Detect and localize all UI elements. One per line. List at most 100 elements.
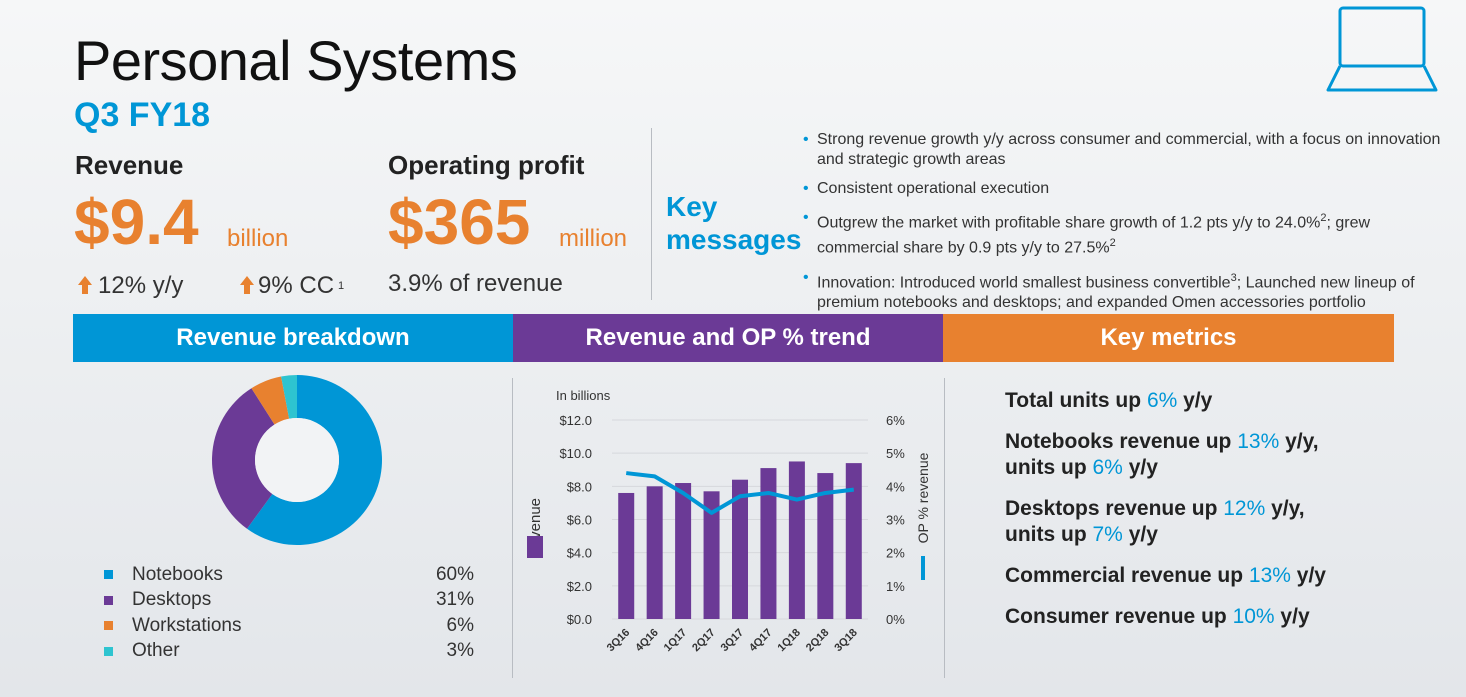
y-right-tick-label: 5% xyxy=(886,446,905,461)
bar-revenue-4Q16 xyxy=(646,486,663,619)
op-label: Operating profit xyxy=(388,150,585,180)
metric-value: 10% xyxy=(1232,605,1275,628)
x-tick-label: 4Q17 xyxy=(747,627,775,655)
legend-swatch-revenue xyxy=(527,536,543,558)
legend-swatch xyxy=(104,646,113,656)
revenue-yoy-text: 12% y/y xyxy=(98,272,184,299)
list-item: Strong revenue growth y/y across consume… xyxy=(803,130,1448,170)
legend-swatch xyxy=(104,595,113,605)
metric-text: y/y, xyxy=(1265,497,1305,520)
legend-item: Other 3% xyxy=(104,639,474,665)
key-metric-line: Commercial revenue up 13% y/y xyxy=(1005,563,1435,589)
key-metric-item: Desktops revenue up 12% y/y, units up 7% … xyxy=(1005,496,1435,548)
x-tick-label: 3Q18 xyxy=(832,627,860,655)
up-arrow-icon xyxy=(78,276,92,296)
y-left-tick-label: $6.0 xyxy=(567,513,592,528)
metric-text: y/y xyxy=(1122,523,1158,546)
revenue-value: $9.4 xyxy=(74,186,199,258)
y-left-tick-label: $2.0 xyxy=(567,579,592,594)
bullet-text: Strong revenue growth y/y across consume… xyxy=(817,131,1441,168)
bullet-text: Consistent operational execution xyxy=(817,180,1050,197)
y-left-tick-label: $10.0 xyxy=(559,446,592,461)
y-right-tick-label: 2% xyxy=(886,546,905,561)
metric-text: y/y xyxy=(1274,605,1310,628)
metric-text: Commercial revenue up xyxy=(1005,564,1249,587)
bar-revenue-3Q16 xyxy=(618,492,635,619)
legend-item: Desktops 31% xyxy=(104,588,474,614)
revenue-op-trend-chart: In billions $0.0 $2.0 $4.0 $6.0 $8.0 $10.0 $12.… xyxy=(527,388,931,655)
list-item: Innovation: Introduced world smallest bu… xyxy=(803,268,1448,313)
x-tick-label: 1Q18 xyxy=(775,627,803,655)
y-right-tick-label: 6% xyxy=(886,413,905,428)
list-item: Consistent operational execution xyxy=(803,179,1448,199)
metric-text: y/y xyxy=(1290,564,1326,587)
key-metric-item: Total units up 6% y/y xyxy=(1005,388,1435,414)
page-subtitle: Q3 FY18 xyxy=(74,96,211,134)
legend-value: 3% xyxy=(446,640,474,662)
key-messages-list: Strong revenue growth y/y across consume… xyxy=(803,130,1448,322)
chart-units-note: In billions xyxy=(556,388,611,403)
laptop-icon xyxy=(1326,6,1438,92)
legend-label: Desktops xyxy=(132,589,212,611)
metric-value: 6% xyxy=(1092,456,1123,479)
x-tick-label: 3Q16 xyxy=(605,627,633,655)
x-tick-label: 3Q17 xyxy=(719,627,747,655)
footnote-marker: 2 xyxy=(1109,237,1116,250)
y-left-tick-label: $8.0 xyxy=(567,479,592,494)
bar-revenue-2Q17 xyxy=(703,491,720,619)
bullet-text: Outgrew the market with profitable share… xyxy=(817,214,1321,232)
footnote-marker: 3 xyxy=(1230,271,1237,284)
page-title: Personal Systems xyxy=(74,29,518,92)
donut-slice-notebooks xyxy=(247,375,382,545)
revenue-yoy: 12% y/y xyxy=(78,272,183,300)
legend-swatch-op xyxy=(921,556,925,580)
breakdown-legend: Notebooks 60% Desktops 31% Workstations 6% Oth… xyxy=(104,562,474,664)
list-item: Outgrew the market with profitable share… xyxy=(803,208,1448,259)
key-metric-line: Desktops revenue up 12% y/y, xyxy=(1005,496,1435,522)
legend-swatch xyxy=(104,570,113,580)
metric-text: y/y, xyxy=(1279,430,1319,453)
section-header-key-metrics: Key metrics xyxy=(943,314,1394,362)
legend-value: 60% xyxy=(435,563,474,585)
key-metric-line: Consumer revenue up 10% y/y xyxy=(1005,604,1435,630)
bullet-text: ; Launched new lineup of premium noteboo… xyxy=(817,273,1415,311)
key-messages-title: Key messages xyxy=(666,190,801,256)
divider xyxy=(651,128,652,300)
revenue-unit: billion xyxy=(227,225,289,252)
x-tick-label: 1Q17 xyxy=(662,627,690,655)
metric-value: 6% xyxy=(1146,389,1178,412)
donut-slice-desktops xyxy=(212,388,275,529)
metric-value: 12% xyxy=(1223,497,1266,520)
legend-value: 6% xyxy=(446,614,474,636)
y-right-tick-label: 4% xyxy=(886,479,905,494)
legend-item: Workstations 6% xyxy=(104,613,474,639)
legend-label: Workstations xyxy=(132,614,242,636)
line-op-pct xyxy=(625,471,855,515)
y-left-tick-label: $12.0 xyxy=(559,413,592,428)
section-header-revenue-trend: Revenue and OP % trend xyxy=(513,314,943,362)
y-left-tick-label: $4.0 xyxy=(567,546,592,561)
key-metric-line: Total units up 6% y/y xyxy=(1005,388,1435,414)
metric-text: Desktops revenue up xyxy=(1005,497,1224,520)
legend-value: 31% xyxy=(435,589,474,611)
op-pct-of-revenue: 3.9% of revenue xyxy=(388,270,563,297)
up-arrow-icon xyxy=(240,276,254,296)
bar-revenue-1Q18 xyxy=(788,461,805,619)
donut-hole xyxy=(255,418,339,502)
key-metric-item: Consumer revenue up 10% y/y xyxy=(1005,604,1435,630)
donut-slice-workstations xyxy=(251,376,290,425)
revenue-breakdown-donut xyxy=(212,375,382,545)
metric-text: y/y xyxy=(1177,389,1213,412)
metric-text: Notebooks revenue up xyxy=(1005,430,1238,453)
legend-item: Notebooks 60% xyxy=(104,562,474,588)
key-messages-title-line1: Key xyxy=(666,191,718,222)
bullet-text: ; grew commercial share by 0.9 pts y/y t… xyxy=(817,214,1371,257)
y-right-axis-label: OP % revenue xyxy=(915,452,931,543)
revenue-cc-text: 9% CC xyxy=(258,272,335,299)
legend-label: Notebooks xyxy=(132,563,223,585)
divider xyxy=(944,378,945,678)
y-left-tick-label: $0.0 xyxy=(567,612,592,627)
y-right-tick-label: 0% xyxy=(886,612,905,627)
key-metric-item: Commercial revenue up 13% y/y xyxy=(1005,563,1435,589)
op-value: $365 xyxy=(388,186,531,258)
